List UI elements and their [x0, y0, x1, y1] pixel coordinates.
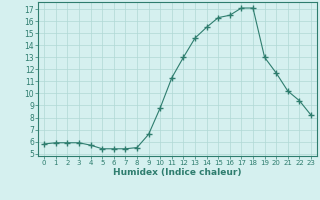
X-axis label: Humidex (Indice chaleur): Humidex (Indice chaleur) [113, 168, 242, 177]
